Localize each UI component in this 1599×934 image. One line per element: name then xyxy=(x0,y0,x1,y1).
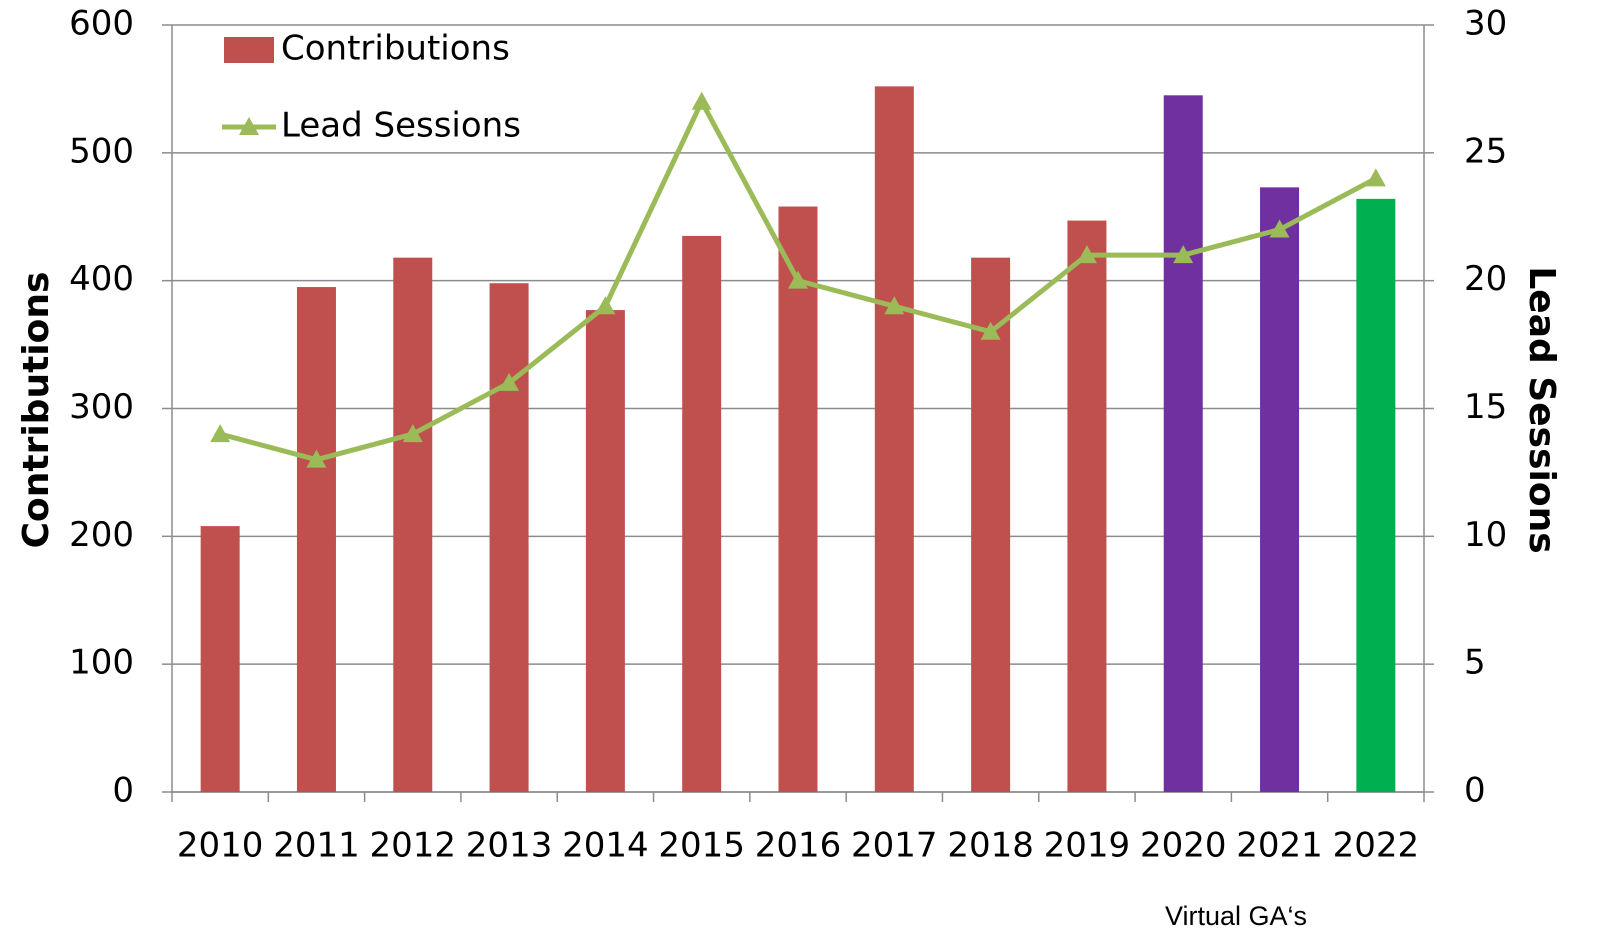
y2-tick-label: 25 xyxy=(1464,131,1507,171)
y-tick-label: 600 xyxy=(69,4,134,44)
x-tick-label: 2022 xyxy=(1333,826,1420,866)
y2-axis-label: Lead Sessions xyxy=(1521,266,1562,553)
y-tick-label: 0 xyxy=(112,771,134,811)
x-tick-label: 2021 xyxy=(1236,826,1323,866)
x-tick-label: 2013 xyxy=(466,826,553,866)
legend-marker xyxy=(239,117,259,135)
y-tick-label: 200 xyxy=(69,515,134,555)
marker xyxy=(1365,168,1386,187)
y-tick-label: 500 xyxy=(69,131,134,171)
marker xyxy=(980,321,1001,340)
legend-label: Lead Sessions xyxy=(281,106,521,146)
y2-tick-label: 5 xyxy=(1464,643,1486,683)
x-tick-label: 2015 xyxy=(658,826,745,866)
marker xyxy=(788,270,808,289)
bar xyxy=(682,235,722,793)
marker xyxy=(306,449,327,468)
y-tick-label: 400 xyxy=(69,259,134,299)
marker xyxy=(210,424,231,443)
marker xyxy=(691,91,712,110)
marker xyxy=(1076,245,1097,264)
marker xyxy=(499,372,520,391)
x-tick-label: 2011 xyxy=(273,826,360,866)
bar xyxy=(874,86,914,793)
bar xyxy=(1260,187,1300,792)
y2-tick-label: 10 xyxy=(1464,515,1507,555)
y2-tick-label: 0 xyxy=(1464,771,1486,811)
x-tick-label: 2010 xyxy=(177,826,264,866)
bar xyxy=(1163,95,1203,792)
annotation: Virtual GA‘s xyxy=(1165,901,1307,931)
bar xyxy=(393,257,433,792)
x-tick-label: 2012 xyxy=(370,826,457,866)
bar xyxy=(585,310,625,792)
x-tick-label: 2019 xyxy=(1044,826,1131,866)
bar xyxy=(971,257,1011,792)
bar xyxy=(1067,220,1107,792)
bar xyxy=(489,283,529,792)
bar xyxy=(778,206,818,793)
x-tick-label: 2014 xyxy=(562,826,649,866)
y2-tick-label: 20 xyxy=(1464,259,1507,299)
bar xyxy=(200,526,240,792)
bar xyxy=(296,287,336,792)
marker xyxy=(1173,245,1194,264)
y2-tick-label: 15 xyxy=(1464,387,1507,427)
bar xyxy=(1356,198,1396,792)
y-tick-label: 100 xyxy=(69,643,134,683)
x-tick-label: 2016 xyxy=(755,826,842,866)
marker xyxy=(402,424,423,443)
x-tick-label: 2017 xyxy=(851,826,938,866)
legend-label: Contributions xyxy=(281,29,510,69)
y2-tick-label: 30 xyxy=(1464,4,1507,44)
legend-swatch xyxy=(224,37,274,63)
marker xyxy=(1269,219,1290,238)
marker xyxy=(884,296,905,315)
x-tick-label: 2020 xyxy=(1140,826,1227,866)
x-tick-label: 2018 xyxy=(947,826,1034,866)
y-tick-label: 300 xyxy=(69,387,134,427)
marker xyxy=(595,296,616,315)
y-axis-label: Contributions xyxy=(16,272,57,549)
